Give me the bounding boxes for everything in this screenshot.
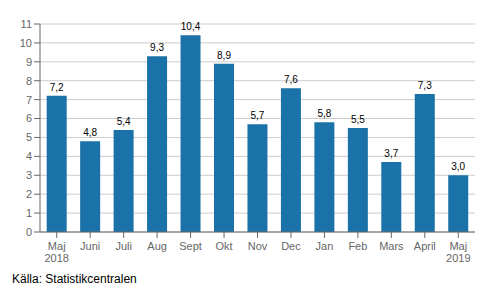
svg-text:6: 6 [26,112,32,124]
svg-text:10,4: 10,4 [181,21,201,32]
svg-text:3: 3 [26,169,32,181]
svg-text:April: April [414,240,436,252]
svg-text:4,8: 4,8 [83,127,97,138]
svg-text:Feb: Feb [348,240,367,252]
svg-text:Aug: Aug [147,240,167,252]
svg-text:5: 5 [26,131,32,143]
svg-text:Juni: Juni [80,240,100,252]
svg-text:Mars: Mars [379,240,404,252]
svg-text:11: 11 [21,18,32,30]
svg-text:Sept: Sept [179,240,202,252]
svg-text:7,6: 7,6 [284,74,298,85]
svg-text:Maj2018: Maj2018 [44,240,68,264]
svg-text:9: 9 [26,56,32,68]
svg-text:3,7: 3,7 [384,148,398,159]
svg-text:5,8: 5,8 [317,108,331,119]
svg-text:Jan: Jan [316,240,334,252]
svg-text:8: 8 [26,75,32,87]
svg-text:Okt: Okt [215,240,232,252]
svg-text:4: 4 [26,150,32,162]
svg-text:2: 2 [26,188,32,200]
svg-text:5,5: 5,5 [351,114,365,125]
svg-text:Maj2019: Maj2019 [446,240,470,264]
svg-text:Nov: Nov [248,240,268,252]
svg-text:0: 0 [26,226,32,238]
svg-text:1: 1 [26,207,32,219]
svg-text:5,4: 5,4 [117,116,131,127]
svg-text:7: 7 [26,94,32,106]
svg-text:9,3: 9,3 [150,42,164,53]
svg-text:Juli: Juli [115,240,132,252]
svg-text:7,2: 7,2 [50,82,64,93]
svg-text:7,3: 7,3 [418,80,432,91]
svg-text:5,7: 5,7 [251,110,265,121]
svg-text:Dec: Dec [281,240,301,252]
svg-text:8,9: 8,9 [217,50,231,61]
html-text:Källa: Statistikcentralen: Källa: Statistikcentralen [12,272,137,286]
svg-text:10: 10 [20,37,32,49]
svg-text:3,0: 3,0 [451,161,465,172]
